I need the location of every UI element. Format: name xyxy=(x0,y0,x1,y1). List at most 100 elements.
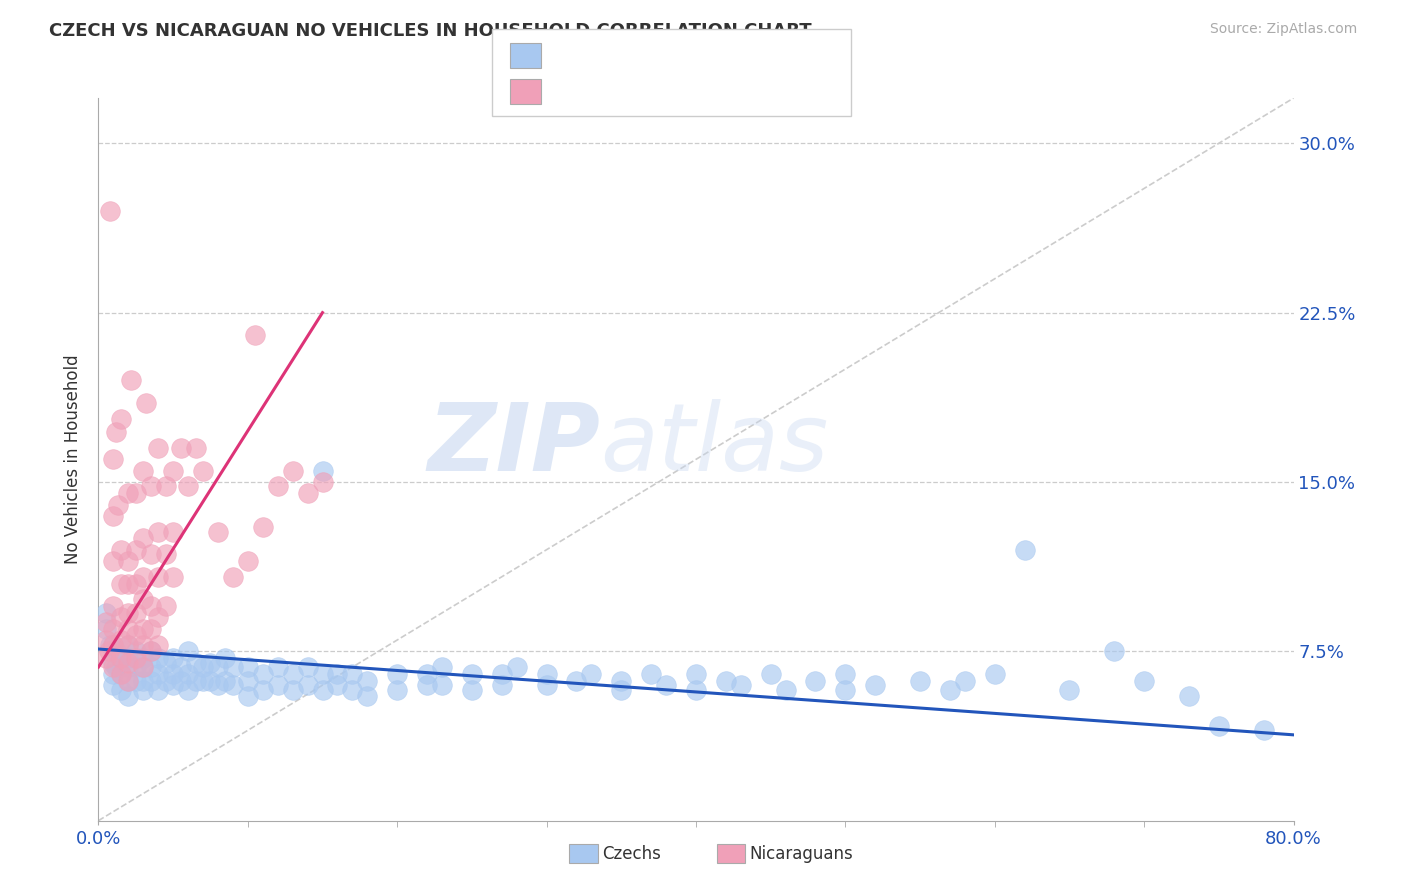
Point xyxy=(103,656,125,670)
Point xyxy=(169,660,191,674)
Point xyxy=(169,441,191,455)
Point xyxy=(342,666,364,681)
Point xyxy=(342,682,364,697)
Point xyxy=(385,666,409,681)
Point xyxy=(155,656,177,670)
Point xyxy=(162,464,184,478)
Point xyxy=(148,651,170,665)
Point xyxy=(685,682,707,697)
Point xyxy=(953,673,976,688)
Point xyxy=(132,651,155,665)
Point xyxy=(536,666,558,681)
Point xyxy=(148,682,170,697)
Point xyxy=(94,622,117,636)
Point xyxy=(94,606,117,620)
Point xyxy=(120,373,142,387)
Text: atlas: atlas xyxy=(600,400,828,491)
Point xyxy=(103,678,125,692)
Point xyxy=(416,666,439,681)
Text: R =: R = xyxy=(553,48,589,66)
Point xyxy=(184,673,207,688)
Point xyxy=(1104,644,1126,658)
Point xyxy=(610,673,633,688)
Point xyxy=(125,651,148,665)
Point xyxy=(236,554,259,568)
Point xyxy=(200,656,222,670)
Point xyxy=(162,524,184,539)
Text: 108: 108 xyxy=(717,48,752,66)
Point xyxy=(214,673,236,688)
Point xyxy=(326,678,349,692)
Point xyxy=(125,644,148,658)
Point xyxy=(132,638,155,652)
Point xyxy=(177,666,200,681)
Point xyxy=(155,547,177,561)
Text: -0.242: -0.242 xyxy=(602,48,661,66)
Point xyxy=(804,673,827,688)
Point xyxy=(565,673,588,688)
Point xyxy=(222,660,245,674)
Point xyxy=(252,682,274,697)
Point xyxy=(103,452,125,467)
Point xyxy=(103,554,125,568)
Point xyxy=(200,673,222,688)
Point xyxy=(125,673,148,688)
Point xyxy=(655,678,678,692)
Point xyxy=(252,520,274,534)
Point xyxy=(267,678,290,692)
Point xyxy=(177,644,200,658)
Point xyxy=(252,666,274,681)
Point xyxy=(834,682,856,697)
Point xyxy=(117,638,139,652)
Point xyxy=(207,660,229,674)
Point xyxy=(110,542,132,557)
Point xyxy=(110,651,132,665)
Point xyxy=(103,638,125,652)
Point xyxy=(461,666,484,681)
Point xyxy=(155,479,177,493)
Point xyxy=(132,592,155,607)
Point xyxy=(103,666,125,681)
Point xyxy=(148,638,170,652)
Text: Nicaraguans: Nicaraguans xyxy=(749,845,853,863)
Point xyxy=(125,628,148,642)
Point xyxy=(117,690,139,704)
Text: N =: N = xyxy=(672,82,709,100)
Point xyxy=(110,576,132,591)
Point xyxy=(110,651,132,665)
Point xyxy=(184,441,207,455)
Point xyxy=(132,570,155,584)
Point xyxy=(139,547,162,561)
Point xyxy=(267,479,290,493)
Point xyxy=(984,666,1007,681)
Point xyxy=(222,570,245,584)
Point xyxy=(1014,542,1036,557)
Point xyxy=(132,673,155,688)
Point xyxy=(191,673,214,688)
Point xyxy=(281,464,304,478)
Point xyxy=(107,498,129,512)
Point xyxy=(506,660,529,674)
Point xyxy=(491,666,513,681)
Point xyxy=(162,666,184,681)
Point xyxy=(148,610,170,624)
Point xyxy=(311,464,333,478)
Point xyxy=(191,464,214,478)
Point xyxy=(356,673,378,688)
Point xyxy=(94,633,117,648)
Point xyxy=(139,644,162,658)
Text: N =: N = xyxy=(672,48,709,66)
Point xyxy=(297,660,319,674)
Point xyxy=(148,666,170,681)
Point xyxy=(169,673,191,688)
Point xyxy=(759,666,782,681)
Point xyxy=(610,682,633,697)
Text: 69: 69 xyxy=(717,82,740,100)
Point xyxy=(117,554,139,568)
Point xyxy=(110,610,132,624)
Point xyxy=(139,660,162,674)
Point xyxy=(1178,690,1201,704)
Point xyxy=(105,425,128,440)
Point xyxy=(139,622,162,636)
Point xyxy=(117,606,139,620)
